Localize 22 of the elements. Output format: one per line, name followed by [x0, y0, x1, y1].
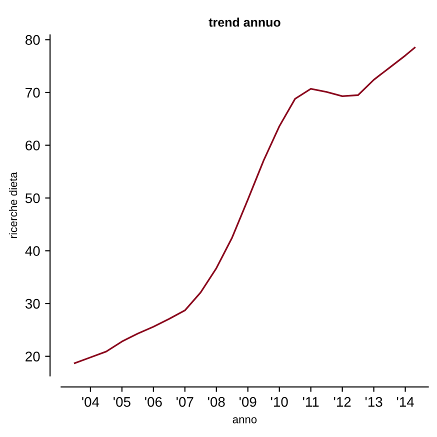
x-tick-label: '07 — [176, 397, 194, 407]
x-axis-title: anno — [232, 417, 257, 424]
line-series — [74, 46, 416, 364]
x-tick-label: '13 — [365, 397, 382, 407]
y-tick-label: 70 — [26, 88, 40, 98]
y-tick-label: 20 — [26, 352, 40, 362]
y-tick-label: 60 — [26, 140, 40, 150]
x-tick-label: '09 — [240, 397, 256, 407]
x-tick-label: '08 — [208, 397, 225, 407]
y-tick-label: 50 — [25, 193, 40, 204]
x-tick-label: '10 — [271, 397, 288, 407]
x-tick-label: '04 — [82, 397, 100, 407]
y-tick-label: 80 — [26, 35, 40, 45]
x-tick-label: '11 — [303, 397, 319, 407]
x-tick-label: '05 — [114, 397, 130, 407]
y-axis-title: ricerche dieta — [8, 172, 18, 238]
x-tick-label: '06 — [145, 397, 162, 407]
x-tick-label: '14 — [396, 397, 414, 407]
y-tick-label: 30 — [25, 298, 40, 309]
x-tick-label: '12 — [334, 397, 351, 407]
chart-title: trend annuo — [208, 18, 280, 27]
y-tick-label: 40 — [25, 246, 40, 256]
